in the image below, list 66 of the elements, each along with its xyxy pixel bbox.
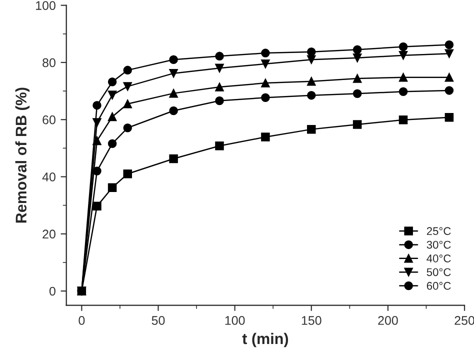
point xyxy=(123,100,132,108)
point xyxy=(169,106,178,116)
point xyxy=(108,90,117,100)
point xyxy=(307,55,316,64)
x-tick-label: 50 xyxy=(152,316,165,325)
y-tick-label: 0 xyxy=(49,286,56,296)
point xyxy=(398,116,408,124)
point xyxy=(215,52,224,61)
legend-label: 60°C xyxy=(426,282,451,290)
x-tick-label: 200 xyxy=(378,316,398,325)
point xyxy=(261,93,270,102)
point xyxy=(444,40,454,50)
point xyxy=(215,64,224,73)
y-tick-label: 100 xyxy=(36,1,56,10)
point xyxy=(307,76,316,86)
point xyxy=(92,202,102,211)
x-tick-label: 0 xyxy=(78,316,85,325)
point xyxy=(352,120,362,129)
x-tick-label: 250 xyxy=(454,316,474,325)
legend-label: 25°C xyxy=(426,227,451,236)
point xyxy=(108,78,117,86)
point xyxy=(108,112,117,122)
x-axis-title: t (min) xyxy=(242,332,288,348)
point xyxy=(398,87,408,96)
point xyxy=(123,124,132,132)
point xyxy=(92,100,102,110)
point xyxy=(307,90,316,100)
x-tick-label: 100 xyxy=(225,316,245,325)
point xyxy=(261,78,270,88)
y-tick-label: 60 xyxy=(42,115,56,124)
point xyxy=(169,88,178,98)
point xyxy=(307,124,316,134)
point xyxy=(215,142,224,150)
point xyxy=(352,89,362,98)
point xyxy=(215,82,224,92)
y-tick-label: 20 xyxy=(42,230,56,239)
y-axis-title: Removal of RB (%) xyxy=(15,88,30,223)
legend-label: 40°C xyxy=(426,254,451,262)
point xyxy=(169,68,178,78)
x-tick-label: 150 xyxy=(302,316,322,325)
y-tick-label: 80 xyxy=(42,58,56,68)
point xyxy=(261,132,270,142)
point xyxy=(444,72,454,82)
point xyxy=(169,154,178,164)
point xyxy=(123,66,132,75)
legend-label: 30°C xyxy=(426,240,451,249)
point xyxy=(307,48,316,56)
point xyxy=(352,45,362,54)
point xyxy=(261,60,270,68)
point xyxy=(215,96,224,106)
point xyxy=(444,49,454,58)
point xyxy=(108,139,117,148)
point xyxy=(123,82,132,91)
point xyxy=(108,183,117,192)
point xyxy=(398,72,408,82)
point xyxy=(169,55,178,64)
point xyxy=(444,86,454,95)
point xyxy=(352,74,362,83)
point xyxy=(123,170,132,178)
point xyxy=(444,112,454,122)
legend-label: 50°C xyxy=(426,268,451,276)
point xyxy=(398,42,408,52)
point xyxy=(261,48,270,58)
y-tick-label: 40 xyxy=(42,172,56,182)
point xyxy=(398,50,408,60)
point xyxy=(352,54,362,62)
